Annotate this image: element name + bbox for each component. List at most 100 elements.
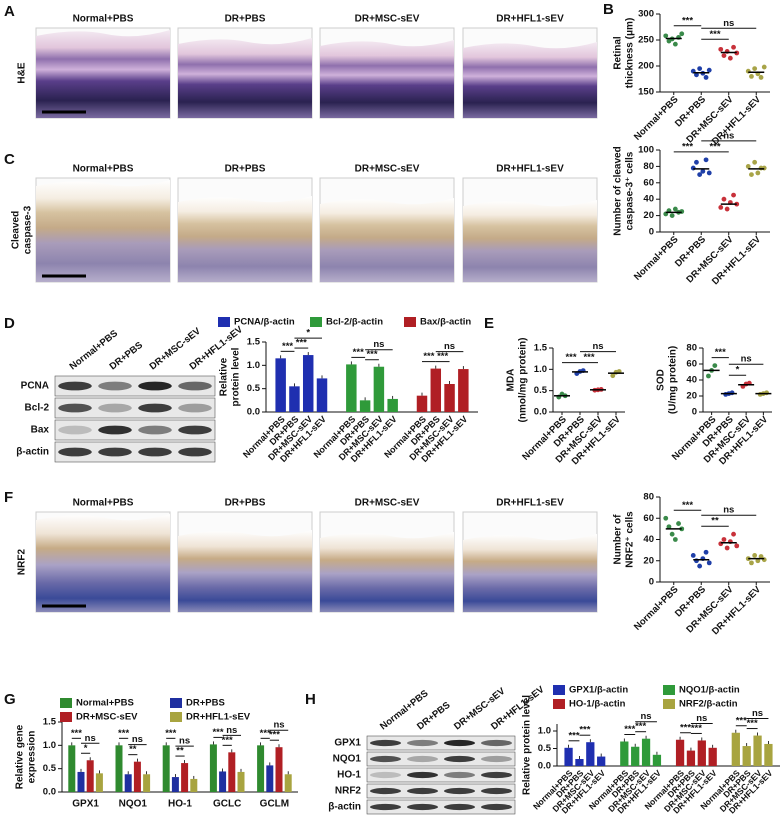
- data-point: [706, 560, 712, 566]
- y-tick-label: 1.0: [538, 726, 551, 737]
- sig-label: ***: [635, 721, 646, 732]
- y-axis-label: expression: [27, 731, 38, 784]
- data-point: [724, 206, 730, 212]
- blot-strip: [366, 767, 516, 783]
- panel-letter: D: [4, 315, 15, 332]
- bar: [275, 747, 283, 792]
- data-point: [703, 549, 709, 555]
- blot-band: [369, 803, 402, 811]
- blot-row-label: β-actin: [16, 447, 49, 458]
- data-point: [672, 206, 678, 212]
- sig-label: ***: [423, 351, 434, 362]
- sig-label: *: [736, 365, 740, 376]
- y-tick-label: 0.5: [247, 383, 261, 394]
- legend-swatch: [170, 712, 182, 722]
- sig-label: *: [306, 328, 310, 339]
- blot-band: [178, 447, 212, 457]
- legend-swatch: [60, 712, 72, 722]
- data-point: [663, 33, 669, 39]
- legend-label: NQO1/β-actin: [679, 685, 740, 696]
- lane-label: DR+PBS: [415, 700, 452, 733]
- legend-label: Bcl-2/β-actin: [326, 317, 383, 328]
- blot-strip: [54, 397, 216, 419]
- sig-label: ***: [747, 718, 758, 729]
- data-point: [690, 165, 696, 171]
- micrograph: [178, 38, 312, 118]
- bar: [124, 774, 132, 792]
- x-tick-label: GCLM: [260, 799, 289, 810]
- micrograph: [36, 180, 170, 282]
- blot-band: [138, 425, 172, 435]
- bar: [284, 774, 292, 792]
- sig-label: ns: [132, 734, 143, 745]
- sig-label: ns: [723, 18, 734, 29]
- x-tick-label: Normal+PBS: [632, 584, 681, 633]
- data-point: [758, 554, 764, 559]
- bar: [764, 743, 773, 766]
- bar: [162, 745, 170, 792]
- bar: [708, 747, 717, 766]
- y-tick-label: 60: [643, 177, 654, 188]
- y-axis-label: (U/mg protein): [668, 346, 679, 414]
- bar: [95, 773, 103, 792]
- legend-swatch: [218, 317, 230, 327]
- micrograph: [463, 534, 597, 612]
- y-tick-label: 1.5: [43, 717, 57, 728]
- y-tick-label: 60: [686, 359, 697, 370]
- data-point: [731, 192, 736, 198]
- data-point: [734, 543, 740, 549]
- blot-strip: [54, 441, 216, 463]
- row-label: NRF2: [17, 549, 28, 576]
- y-tick-label: 0.0: [43, 787, 56, 798]
- data-point: [721, 196, 727, 202]
- column-label: DR+PBS: [225, 498, 266, 509]
- blot-strip: [366, 799, 516, 815]
- micrograph: [36, 30, 170, 118]
- blot-band: [178, 403, 212, 413]
- data-point: [694, 72, 699, 78]
- data-point: [706, 170, 712, 176]
- y-tick-label: 0: [692, 407, 697, 418]
- bar: [597, 756, 606, 766]
- bar: [68, 745, 76, 792]
- blot-row-label: GPX1: [334, 738, 361, 749]
- legend-swatch: [404, 317, 416, 327]
- y-tick-label: 0.0: [538, 761, 551, 772]
- data-point: [724, 545, 730, 551]
- legend-swatch: [60, 698, 72, 708]
- y-tick-label: 60: [643, 513, 654, 524]
- data-point: [727, 55, 733, 61]
- blot-band: [443, 739, 476, 747]
- bar: [143, 774, 151, 792]
- sig-label: ***: [212, 727, 223, 738]
- x-tick-label: NQO1: [119, 799, 148, 810]
- legend-label: NRF2/β-actin: [679, 699, 738, 710]
- blot-band: [58, 447, 92, 457]
- sig-label: ***: [583, 352, 594, 363]
- blot-band: [138, 447, 172, 457]
- y-tick-label: 1.0: [43, 740, 56, 751]
- sig-label: ***: [568, 730, 579, 741]
- x-tick-label: Normal+PBS: [632, 94, 681, 143]
- bar: [631, 746, 640, 766]
- blot-band: [369, 787, 402, 795]
- y-tick-label: 250: [638, 35, 654, 46]
- data-point: [669, 531, 675, 537]
- y-axis-label: SOD: [656, 369, 667, 391]
- data-point: [764, 390, 769, 396]
- blot-band: [443, 803, 476, 811]
- sig-label: ns: [226, 725, 237, 736]
- legend-swatch: [663, 699, 675, 709]
- blot-row-label: HO-1: [337, 770, 361, 781]
- sig-label: ***: [682, 141, 693, 152]
- data-point: [718, 46, 724, 52]
- sig-label: ***: [165, 728, 176, 739]
- y-tick-label: 1.5: [247, 337, 261, 348]
- y-tick-label: 0.5: [534, 385, 548, 396]
- bar: [316, 378, 328, 412]
- blot-band: [406, 755, 439, 763]
- y-axis-label: NRF2⁺ cells: [625, 511, 636, 568]
- data-point: [755, 170, 761, 176]
- bar: [686, 750, 696, 766]
- data-point: [700, 168, 706, 174]
